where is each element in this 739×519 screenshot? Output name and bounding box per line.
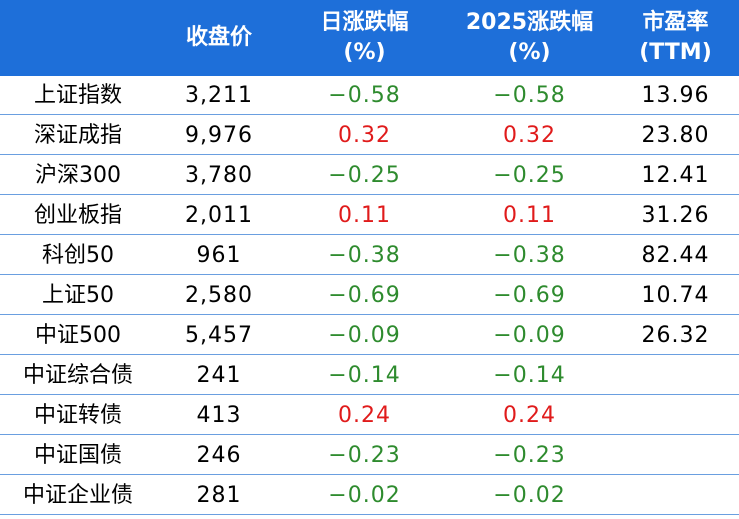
table-row: 创业板指 2,011 0.11 0.11 31.26 [0,196,739,235]
close-price: 281 [196,483,242,508]
ytd-change: 0.11 [503,203,556,228]
table-row: 科创50 961 −0.38 −0.38 82.44 [0,236,739,275]
header-day-change: 日涨跌幅 (%) [282,0,447,76]
close-price: 413 [196,403,242,428]
day-change: −0.38 [328,243,401,268]
close-price: 2,011 [185,203,253,228]
header-pe: 市盈率 (TTM) [612,0,739,76]
pe-ttm [612,476,739,515]
ytd-change: −0.23 [493,443,566,468]
ytd-change: 0.32 [503,123,556,148]
day-change: 0.32 [338,123,391,148]
index-name: 创业板指 [33,203,122,228]
pe-ttm [612,436,739,475]
day-change: 0.24 [338,403,391,428]
ytd-change: −0.02 [493,483,566,508]
index-name: 中证转债 [33,403,122,428]
index-name: 沪深300 [35,163,121,188]
table-row: 沪深300 3,780 −0.25 −0.25 12.41 [0,156,739,195]
index-name: 中证国债 [33,443,122,468]
ytd-change: −0.14 [493,363,566,388]
index-name: 中证500 [35,323,121,348]
table-row: 深证成指 9,976 0.32 0.32 23.80 [0,116,739,155]
table-row: 中证500 5,457 −0.09 −0.09 26.32 [0,316,739,355]
ytd-change: −0.09 [493,323,566,348]
close-price: 961 [196,243,242,268]
close-price: 2,580 [185,283,253,308]
index-name: 中证综合债 [22,363,133,388]
day-change: −0.14 [328,363,401,388]
index-name: 上证50 [42,283,114,308]
ytd-change: −0.69 [493,283,566,308]
table-row: 中证国债 246 −0.23 −0.23 [0,436,739,475]
pe-ttm: 12.41 [641,163,710,188]
table-row: 上证指数 3,211 −0.58 −0.58 13.96 [0,76,739,115]
close-price: 3,780 [185,163,253,188]
header-name-col [0,0,156,76]
pe-ttm: 23.80 [641,123,710,148]
table-row: 上证50 2,580 −0.69 −0.69 10.74 [0,276,739,315]
index-name: 科创50 [42,243,114,268]
header-ytd-change-label: 2025涨跌幅 [465,10,594,35]
table-row: 中证综合债 241 −0.14 −0.14 [0,356,739,395]
day-change: 0.11 [338,203,391,228]
pe-ttm: 13.96 [641,83,710,108]
ytd-change: −0.38 [493,243,566,268]
close-price: 241 [196,363,242,388]
day-change: −0.69 [328,283,401,308]
ytd-change: −0.25 [493,163,566,188]
index-name: 中证企业债 [22,483,133,508]
header-ytd-change-unit: (%) [508,40,551,65]
pe-ttm [612,356,739,395]
close-price: 246 [196,443,242,468]
close-price: 3,211 [185,83,253,108]
header-close-label: 收盘价 [185,25,252,50]
day-change: −0.58 [328,83,401,108]
index-name: 上证指数 [33,83,122,108]
header-close: 收盘价 [156,0,282,76]
day-change: −0.09 [328,323,401,348]
header-day-change-label: 日涨跌幅 [320,10,409,35]
day-change: −0.02 [328,483,401,508]
header-day-change-unit: (%) [343,40,386,65]
table-row: 中证企业债 281 −0.02 −0.02 [0,476,739,515]
close-price: 9,976 [185,123,253,148]
pe-ttm: 31.26 [641,203,710,228]
pe-ttm: 10.74 [641,283,710,308]
ytd-change: −0.58 [493,83,566,108]
day-change: −0.23 [328,443,401,468]
index-name: 深证成指 [33,123,122,148]
ytd-change: 0.24 [503,403,556,428]
header-pe-unit: (TTM) [639,40,712,65]
close-price: 5,457 [185,323,253,348]
pe-ttm: 26.32 [641,323,710,348]
header-ytd-change: 2025涨跌幅 (%) [447,0,612,76]
pe-ttm [612,396,739,435]
table-header: 收盘价 日涨跌幅 (%) 2025涨跌幅 (%) 市盈率 (TTM) [0,0,739,76]
header-pe-label: 市盈率 [642,10,709,35]
pe-ttm: 82.44 [641,243,710,268]
day-change: −0.25 [328,163,401,188]
table-row: 中证转债 413 0.24 0.24 [0,396,739,435]
